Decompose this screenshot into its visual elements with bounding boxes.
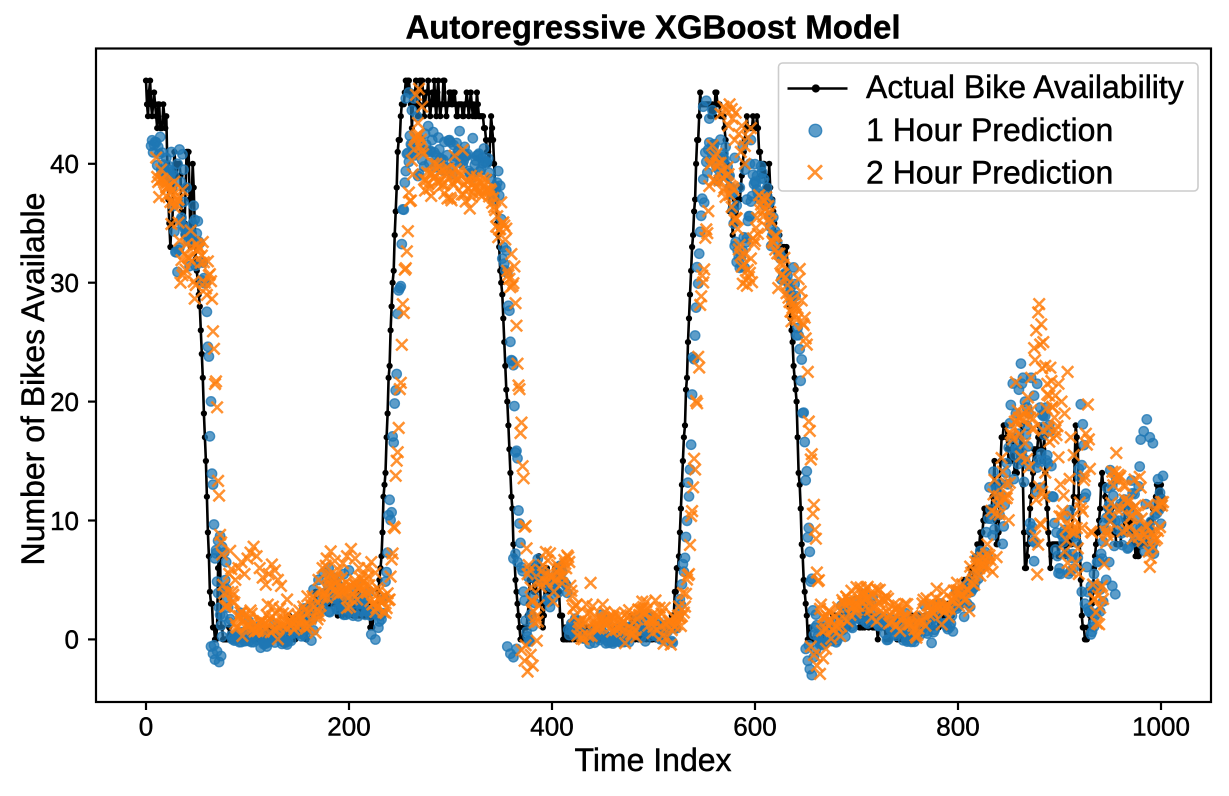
- svg-text:400: 400: [530, 712, 573, 742]
- svg-text:Number of Bikes Available: Number of Bikes Available: [15, 193, 51, 566]
- svg-text:1 Hour Prediction: 1 Hour Prediction: [866, 112, 1113, 148]
- svg-text:200: 200: [327, 712, 370, 742]
- svg-text:0: 0: [65, 625, 79, 655]
- svg-text:10: 10: [50, 506, 79, 536]
- svg-text:20: 20: [50, 387, 79, 417]
- svg-text:Actual Bike Availability: Actual Bike Availability: [866, 69, 1184, 105]
- svg-text:800: 800: [936, 712, 979, 742]
- svg-text:600: 600: [733, 712, 776, 742]
- svg-text:0: 0: [139, 712, 153, 742]
- svg-text:1000: 1000: [1132, 712, 1190, 742]
- svg-text:40: 40: [50, 149, 79, 179]
- svg-text:30: 30: [50, 268, 79, 298]
- svg-text:2 Hour Prediction: 2 Hour Prediction: [866, 154, 1113, 190]
- svg-text:Autoregressive XGBoost Model: Autoregressive XGBoost Model: [405, 9, 900, 46]
- svg-text:Time Index: Time Index: [574, 742, 731, 778]
